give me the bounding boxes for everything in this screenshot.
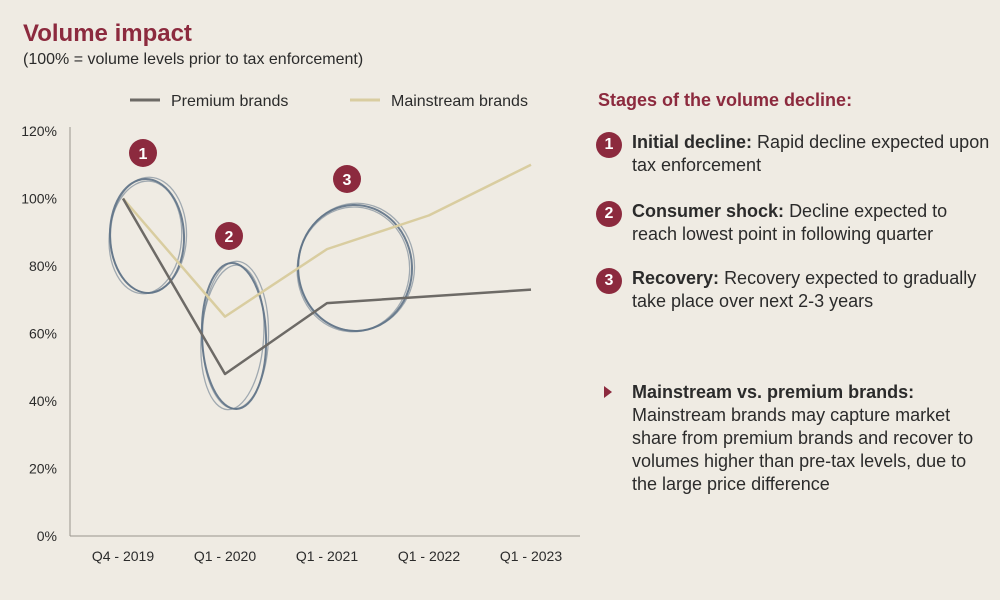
y-tick-label: 80% (29, 258, 57, 274)
chart-legend: Premium brands Mainstream brands (130, 93, 528, 110)
y-tick-label: 60% (29, 326, 57, 342)
stage-marker-label: 2 (225, 229, 234, 246)
stage-circle-1 (108, 180, 183, 295)
series-line-premium (121, 197, 532, 376)
series-line-mainstream (122, 163, 532, 318)
y-tick-label: 100% (21, 191, 57, 207)
stage-heading: Initial decline: (632, 132, 753, 152)
y-tick-label: 20% (29, 461, 57, 477)
page-title: Volume impact (23, 20, 192, 47)
note-heading: Mainstream vs. premium brands: (632, 382, 915, 402)
x-tick-label: Q4 - 2019 (92, 548, 154, 564)
x-tick-label: Q1 - 2022 (398, 548, 460, 564)
stage-circle-3 (296, 206, 411, 333)
stage-marker-1 (129, 139, 157, 167)
page-subtitle: (100% = volume levels prior to tax enfor… (23, 51, 364, 68)
stage-circle-3 (297, 202, 416, 332)
y-tick-label: 40% (29, 393, 57, 409)
series-lines (121, 163, 532, 376)
stage-marker-label: 1 (139, 146, 148, 163)
x-tick-label: Q1 - 2021 (296, 548, 358, 564)
stages-title: Stages of the volume decline: (598, 90, 853, 110)
stage-marker-2 (215, 222, 243, 250)
stage-number-badge: 1 (596, 132, 622, 158)
y-axis: 0% 20% 40% 60% 80% 100% 120% (21, 123, 71, 544)
x-axis: Q4 - 2019 Q1 - 2020 Q1 - 2021 Q1 - 2022 Q1 -… (70, 535, 580, 564)
y-tick-label: 0% (37, 528, 57, 544)
x-tick-label: Q1 - 2023 (500, 548, 562, 564)
stage-heading: Recovery: (632, 268, 720, 288)
stage-marker-3 (333, 165, 361, 193)
x-tick-label: Q1 - 2020 (194, 548, 256, 564)
stage-number-badge: 3 (596, 268, 622, 294)
volume-line-chart: Premium brands Mainstream brands 0% 20% 40%… (21, 93, 580, 564)
caret-right-icon (604, 386, 612, 398)
note-text: Mainstream brands may capture market sha… (632, 405, 974, 494)
stage-markers: 1 2 3 (129, 139, 361, 250)
y-tick-label: 120% (21, 123, 57, 139)
stage-text: Recovery expected to gradually take plac… (632, 268, 977, 311)
legend-label-1: Premium brands (171, 93, 288, 110)
stage-text: Rapid decline expected upon tax enforcem… (632, 132, 990, 175)
stage-circles (108, 176, 416, 411)
stage-marker-label: 3 (343, 172, 352, 189)
legend-label-2: Mainstream brands (391, 93, 528, 110)
stage-text: Decline expected to reach lowest point i… (632, 201, 948, 244)
stage-number-badge: 2 (596, 201, 622, 227)
stage-heading: Consumer shock: (632, 201, 785, 221)
